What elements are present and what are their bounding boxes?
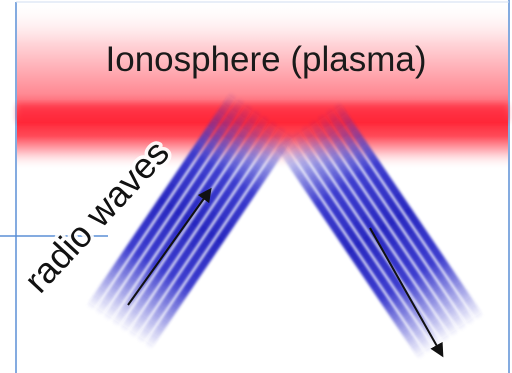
incoming-wave-beam (87, 92, 295, 349)
diagram-title: Ionosphere (plasma) (106, 40, 427, 79)
reflected-wave-beam (275, 102, 483, 359)
incoming-arrow (127, 187, 212, 306)
ionosphere-core (17, 104, 508, 122)
reflected-arrow (369, 227, 444, 358)
